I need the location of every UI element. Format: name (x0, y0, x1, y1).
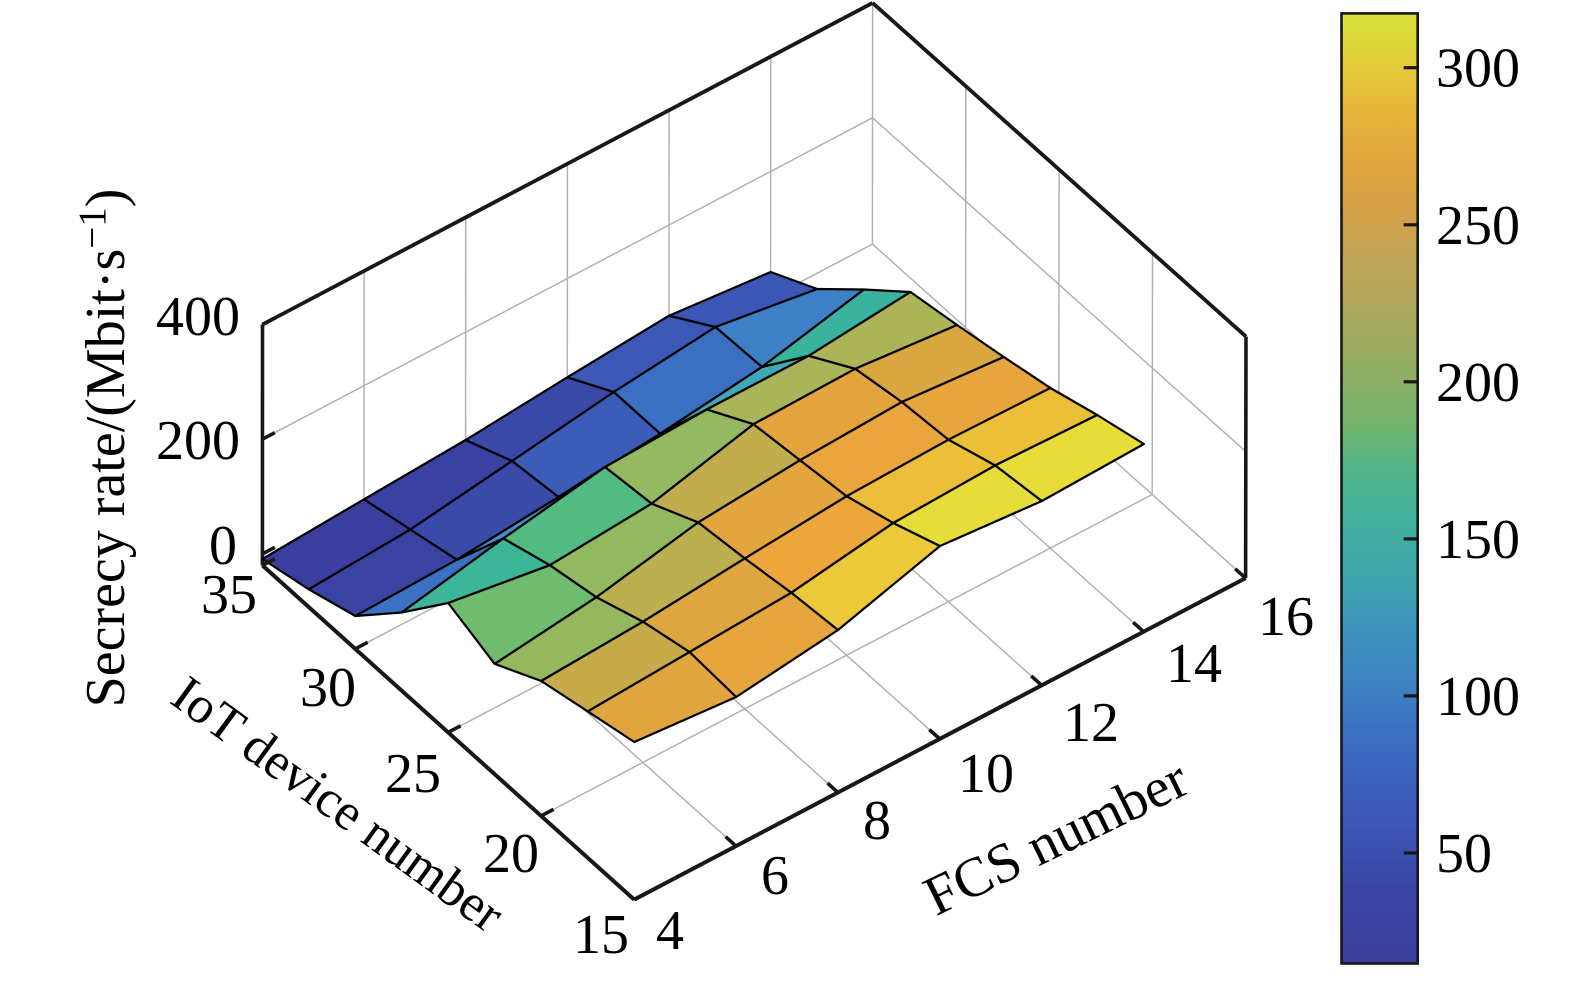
svg-text:4: 4 (656, 900, 684, 962)
svg-text:200: 200 (156, 410, 240, 472)
svg-text:200: 200 (1436, 352, 1520, 414)
svg-text:25: 25 (385, 743, 441, 805)
svg-text:10: 10 (958, 743, 1014, 805)
svg-text:12: 12 (1063, 692, 1119, 754)
svg-text:6: 6 (761, 845, 789, 907)
svg-text:400: 400 (156, 286, 240, 348)
svg-text:20: 20 (483, 823, 539, 885)
svg-text:30: 30 (300, 657, 356, 719)
svg-text:35: 35 (201, 564, 257, 626)
svg-text:14: 14 (1166, 633, 1222, 695)
svg-text:250: 250 (1436, 195, 1520, 257)
svg-text:300: 300 (1436, 38, 1520, 100)
svg-text:Secrecy rate/(Mbit·s−1): Secrecy rate/(Mbit·s−1) (71, 189, 137, 708)
svg-text:50: 50 (1436, 823, 1492, 885)
svg-text:100: 100 (1436, 666, 1520, 728)
svg-text:15: 15 (573, 904, 629, 966)
svg-text:16: 16 (1258, 586, 1314, 648)
svg-text:0: 0 (209, 515, 237, 577)
svg-text:8: 8 (863, 790, 891, 852)
svg-text:150: 150 (1436, 509, 1520, 571)
